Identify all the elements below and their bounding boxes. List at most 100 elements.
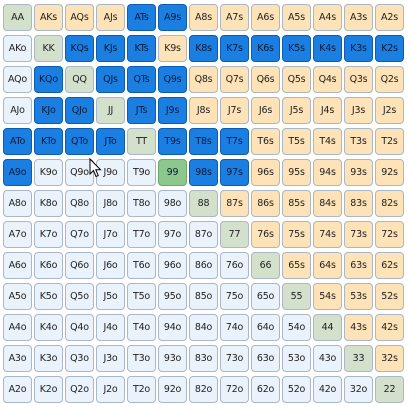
hand-cell-65o[interactable]: 65o (251, 283, 280, 310)
hand-cell-63s[interactable]: 63s (344, 252, 373, 279)
hand-cell-q9s[interactable]: Q9s (158, 66, 187, 93)
hand-cell-ajo[interactable]: AJo (3, 97, 32, 124)
hand-cell-76o[interactable]: 76o (220, 252, 249, 279)
hand-cell-98s[interactable]: 98s (189, 159, 218, 186)
hand-cell-qjs[interactable]: QJs (96, 66, 125, 93)
hand-cell-94s[interactable]: 94s (313, 159, 342, 186)
hand-cell-tt[interactable]: TT (127, 128, 156, 155)
hand-cell-k7s[interactable]: K7s (220, 35, 249, 62)
hand-cell-j6s[interactable]: J6s (251, 97, 280, 124)
hand-cell-k3s[interactable]: K3s (344, 35, 373, 62)
hand-cell-q7s[interactable]: Q7s (220, 66, 249, 93)
hand-cell-a6s[interactable]: A6s (251, 4, 280, 31)
hand-cell-64s[interactable]: 64s (313, 252, 342, 279)
hand-cell-t9s[interactable]: T9s (158, 128, 187, 155)
hand-cell-22[interactable]: 22 (375, 376, 404, 403)
hand-cell-kqo[interactable]: KQo (34, 66, 63, 93)
hand-cell-43o[interactable]: 43o (313, 345, 342, 372)
hand-cell-t4o[interactable]: T4o (127, 314, 156, 341)
hand-cell-95s[interactable]: 95s (282, 159, 311, 186)
hand-cell-aqo[interactable]: AQo (3, 66, 32, 93)
hand-cell-44[interactable]: 44 (313, 314, 342, 341)
hand-cell-t8s[interactable]: T8s (189, 128, 218, 155)
hand-cell-j2s[interactable]: J2s (375, 97, 404, 124)
hand-cell-k4s[interactable]: K4s (313, 35, 342, 62)
hand-cell-q4o[interactable]: Q4o (65, 314, 94, 341)
hand-cell-t6o[interactable]: T6o (127, 252, 156, 279)
hand-cell-ats[interactable]: ATs (127, 4, 156, 31)
hand-cell-t7o[interactable]: T7o (127, 221, 156, 248)
hand-cell-j6o[interactable]: J6o (96, 252, 125, 279)
hand-cell-64o[interactable]: 64o (251, 314, 280, 341)
hand-cell-q8s[interactable]: Q8s (189, 66, 218, 93)
hand-cell-53s[interactable]: 53s (344, 283, 373, 310)
hand-cell-62s[interactable]: 62s (375, 252, 404, 279)
hand-cell-98o[interactable]: 98o (158, 190, 187, 217)
hand-cell-86o[interactable]: 86o (189, 252, 218, 279)
hand-cell-j5o[interactable]: J5o (96, 283, 125, 310)
hand-cell-qq[interactable]: QQ (65, 66, 94, 93)
hand-cell-72o[interactable]: 72o (220, 376, 249, 403)
hand-cell-86s[interactable]: 86s (251, 190, 280, 217)
hand-cell-kjs[interactable]: KJs (96, 35, 125, 62)
hand-cell-42s[interactable]: 42s (375, 314, 404, 341)
hand-cell-a3s[interactable]: A3s (344, 4, 373, 31)
hand-cell-85o[interactable]: 85o (189, 283, 218, 310)
hand-cell-52s[interactable]: 52s (375, 283, 404, 310)
hand-cell-84s[interactable]: 84s (313, 190, 342, 217)
hand-cell-83s[interactable]: 83s (344, 190, 373, 217)
hand-cell-j4s[interactable]: J4s (313, 97, 342, 124)
hand-cell-j3s[interactable]: J3s (344, 97, 373, 124)
hand-cell-k9o[interactable]: K9o (34, 159, 63, 186)
hand-cell-j2o[interactable]: J2o (96, 376, 125, 403)
hand-cell-k5s[interactable]: K5s (282, 35, 311, 62)
hand-cell-85s[interactable]: 85s (282, 190, 311, 217)
hand-cell-qto[interactable]: QTo (65, 128, 94, 155)
hand-cell-a7o[interactable]: A7o (3, 221, 32, 248)
hand-cell-43s[interactable]: 43s (344, 314, 373, 341)
hand-cell-t2s[interactable]: T2s (375, 128, 404, 155)
hand-cell-k3o[interactable]: K3o (34, 345, 63, 372)
hand-cell-q3o[interactable]: Q3o (65, 345, 94, 372)
hand-cell-52o[interactable]: 52o (282, 376, 311, 403)
hand-cell-a5s[interactable]: A5s (282, 4, 311, 31)
hand-cell-82s[interactable]: 82s (375, 190, 404, 217)
hand-cell-65s[interactable]: 65s (282, 252, 311, 279)
hand-cell-73o[interactable]: 73o (220, 345, 249, 372)
hand-cell-jj[interactable]: JJ (96, 97, 125, 124)
hand-cell-96s[interactable]: 96s (251, 159, 280, 186)
hand-cell-55[interactable]: 55 (282, 283, 311, 310)
hand-cell-t5o[interactable]: T5o (127, 283, 156, 310)
hand-cell-j7s[interactable]: J7s (220, 97, 249, 124)
hand-cell-92s[interactable]: 92s (375, 159, 404, 186)
hand-cell-53o[interactable]: 53o (282, 345, 311, 372)
hand-cell-j9s[interactable]: J9s (158, 97, 187, 124)
hand-cell-75s[interactable]: 75s (282, 221, 311, 248)
hand-cell-t3s[interactable]: T3s (344, 128, 373, 155)
hand-cell-a7s[interactable]: A7s (220, 4, 249, 31)
hand-cell-87s[interactable]: 87s (220, 190, 249, 217)
hand-cell-q3s[interactable]: Q3s (344, 66, 373, 93)
hand-cell-j9o[interactable]: J9o (96, 159, 125, 186)
hand-cell-k5o[interactable]: K5o (34, 283, 63, 310)
hand-cell-j5s[interactable]: J5s (282, 97, 311, 124)
hand-cell-t7s[interactable]: T7s (220, 128, 249, 155)
hand-cell-aqs[interactable]: AQs (65, 4, 94, 31)
hand-cell-j8o[interactable]: J8o (96, 190, 125, 217)
hand-cell-kto[interactable]: KTo (34, 128, 63, 155)
hand-cell-a8o[interactable]: A8o (3, 190, 32, 217)
hand-cell-95o[interactable]: 95o (158, 283, 187, 310)
hand-cell-ako[interactable]: AKo (3, 35, 32, 62)
hand-cell-j4o[interactable]: J4o (96, 314, 125, 341)
hand-cell-q5s[interactable]: Q5s (282, 66, 311, 93)
hand-cell-a8s[interactable]: A8s (189, 4, 218, 31)
hand-cell-a9s[interactable]: A9s (158, 4, 187, 31)
hand-cell-k6o[interactable]: K6o (34, 252, 63, 279)
hand-cell-q2o[interactable]: Q2o (65, 376, 94, 403)
hand-cell-54s[interactable]: 54s (313, 283, 342, 310)
hand-cell-a4s[interactable]: A4s (313, 4, 342, 31)
hand-cell-99[interactable]: 99 (158, 159, 187, 186)
hand-cell-74s[interactable]: 74s (313, 221, 342, 248)
hand-cell-q5o[interactable]: Q5o (65, 283, 94, 310)
hand-cell-t4s[interactable]: T4s (313, 128, 342, 155)
